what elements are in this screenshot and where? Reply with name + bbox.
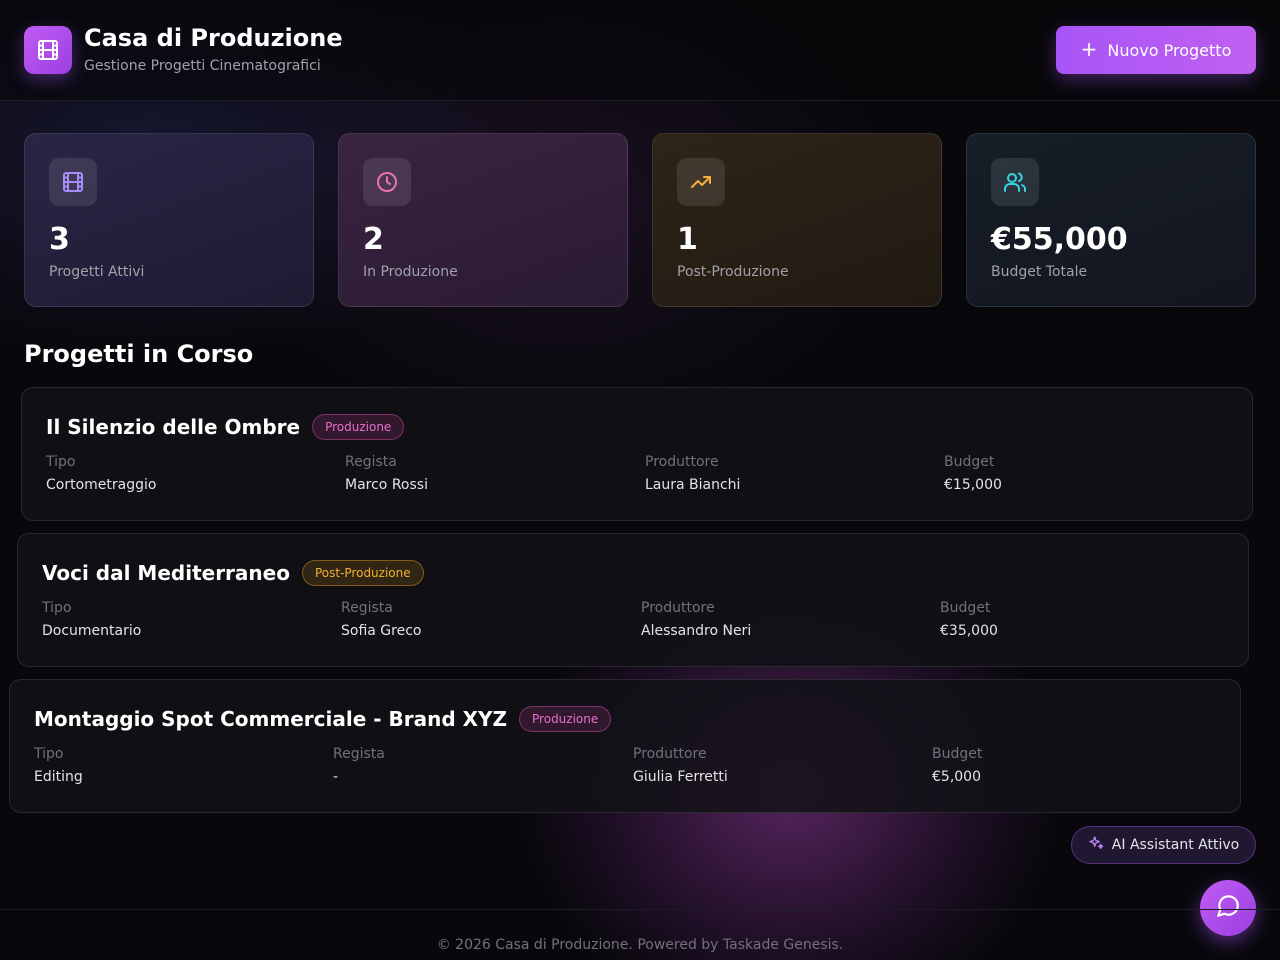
- field-budget: Budget €15,000: [944, 454, 1224, 493]
- field-label: Tipo: [46, 454, 76, 470]
- chat-button[interactable]: [1200, 880, 1256, 936]
- field-label: Tipo: [42, 600, 72, 616]
- field-value: -: [333, 769, 339, 785]
- stat-label: Post-Produzione: [677, 264, 789, 280]
- trending-up-icon: [677, 158, 725, 206]
- message-circle-icon: [1215, 893, 1241, 923]
- field-produttore: Produttore Alessandro Neri: [641, 600, 921, 639]
- stat-card-active-projects: 3 Progetti Attivi: [24, 133, 314, 307]
- field-label: Budget: [944, 454, 995, 470]
- field-value: Cortometraggio: [46, 477, 157, 493]
- stat-label: Budget Totale: [991, 264, 1088, 280]
- project-title-row: Montaggio Spot Commerciale - Brand XYZ P…: [34, 706, 612, 732]
- users-icon: [991, 158, 1039, 206]
- field-label: Regista: [333, 746, 385, 762]
- footer-text: © 2026 Casa di Produzione. Powered by Ta…: [436, 937, 844, 953]
- field-label: Regista: [341, 600, 393, 616]
- new-project-button[interactable]: + Nuovo Progetto: [1056, 26, 1256, 74]
- project-title-row: Il Silenzio delle Ombre Produzione: [46, 414, 405, 440]
- clock-icon: [363, 158, 411, 206]
- field-value: Marco Rossi: [345, 477, 428, 493]
- new-project-button-label: Nuovo Progetto: [1107, 40, 1232, 60]
- film-icon: [49, 158, 97, 206]
- field-value: Alessandro Neri: [641, 623, 752, 639]
- field-label: Produttore: [645, 454, 719, 470]
- project-card[interactable]: Voci dal Mediterraneo Post-Produzione Ti…: [17, 533, 1249, 667]
- stat-value: 1: [677, 222, 698, 257]
- field-value: Giulia Ferretti: [633, 769, 728, 785]
- ai-assistant-status[interactable]: AI Assistant Attivo: [1071, 826, 1256, 864]
- field-label: Produttore: [641, 600, 715, 616]
- field-value: Editing: [34, 769, 83, 785]
- sparkles-icon: [1088, 835, 1104, 855]
- app-subtitle: Gestione Progetti Cinematografici: [84, 58, 321, 74]
- field-tipo: Tipo Cortometraggio: [46, 454, 326, 493]
- field-value: Sofia Greco: [341, 623, 422, 639]
- stat-label: In Produzione: [363, 264, 458, 280]
- field-tipo: Tipo Editing: [34, 746, 314, 785]
- field-regista: Regista -: [333, 746, 613, 785]
- project-title-row: Voci dal Mediterraneo Post-Produzione: [42, 560, 424, 586]
- status-badge: Produzione: [312, 414, 405, 440]
- footer: © 2026 Casa di Produzione. Powered by Ta…: [0, 909, 1280, 960]
- project-card[interactable]: Montaggio Spot Commerciale - Brand XYZ P…: [9, 679, 1241, 813]
- field-tipo: Tipo Documentario: [42, 600, 322, 639]
- stat-card-total-budget: €55,000 Budget Totale: [966, 133, 1256, 307]
- field-label: Regista: [345, 454, 397, 470]
- field-value: €5,000: [932, 769, 981, 785]
- stat-card-in-production: 2 In Produzione: [338, 133, 628, 307]
- plus-icon: +: [1080, 37, 1098, 61]
- stat-value: 2: [363, 222, 384, 257]
- field-value: Laura Bianchi: [645, 477, 741, 493]
- stat-value: €55,000: [991, 222, 1128, 257]
- stat-card-post-production: 1 Post-Produzione: [652, 133, 942, 307]
- field-budget: Budget €35,000: [940, 600, 1220, 639]
- app-header: Casa di Produzione Gestione Progetti Cin…: [0, 0, 1280, 101]
- project-title: Montaggio Spot Commerciale - Brand XYZ: [34, 707, 508, 731]
- field-regista: Regista Marco Rossi: [345, 454, 625, 493]
- field-value: €35,000: [940, 623, 998, 639]
- field-label: Tipo: [34, 746, 64, 762]
- field-label: Budget: [940, 600, 991, 616]
- project-card[interactable]: Il Silenzio delle Ombre Produzione Tipo …: [21, 387, 1253, 521]
- app-title: Casa di Produzione: [84, 24, 343, 52]
- field-label: Produttore: [633, 746, 707, 762]
- field-label: Budget: [932, 746, 983, 762]
- stat-label: Progetti Attivi: [49, 264, 145, 280]
- film-icon: [24, 26, 72, 74]
- section-title: Progetti in Corso: [24, 340, 254, 368]
- field-budget: Budget €5,000: [932, 746, 1212, 785]
- ai-assistant-label: AI Assistant Attivo: [1111, 837, 1240, 853]
- stat-value: 3: [49, 222, 70, 257]
- status-badge: Produzione: [519, 706, 612, 732]
- field-produttore: Produttore Giulia Ferretti: [633, 746, 913, 785]
- field-produttore: Produttore Laura Bianchi: [645, 454, 925, 493]
- status-badge: Post-Produzione: [301, 560, 424, 586]
- project-title: Il Silenzio delle Ombre: [46, 415, 301, 439]
- field-regista: Regista Sofia Greco: [341, 600, 621, 639]
- field-value: Documentario: [42, 623, 142, 639]
- field-value: €15,000: [944, 477, 1002, 493]
- project-title: Voci dal Mediterraneo: [42, 561, 290, 585]
